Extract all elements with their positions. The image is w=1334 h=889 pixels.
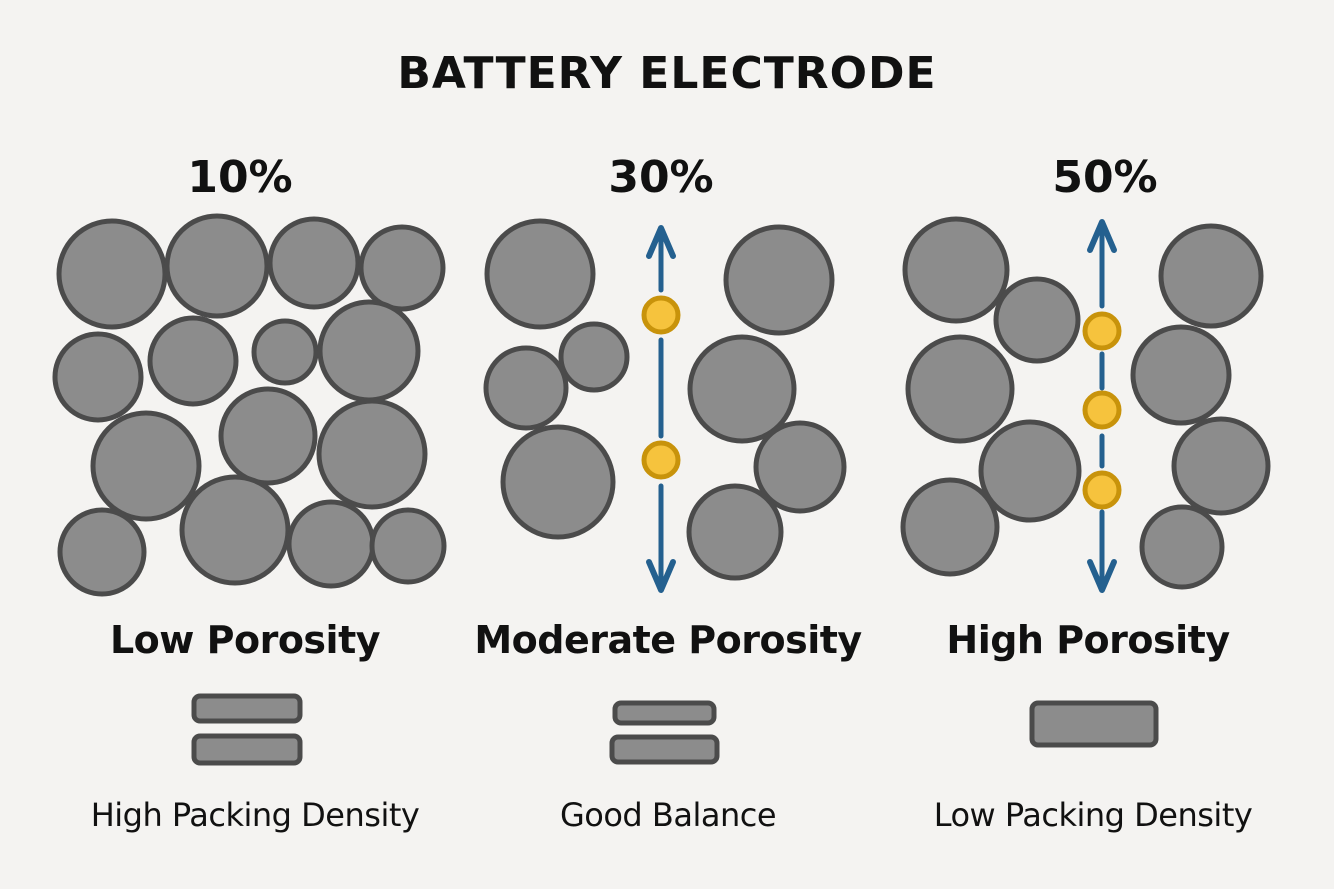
- particle-circle: [993, 276, 1081, 364]
- particle-circle: [1158, 223, 1264, 329]
- particle-circle: [500, 424, 616, 540]
- particle-circle: [267, 216, 361, 310]
- electrode-layer-bar: [191, 693, 303, 724]
- porosity-label-high: High Porosity: [946, 618, 1230, 662]
- particle-circle: [902, 216, 1010, 324]
- particle-circle: [978, 419, 1082, 523]
- particle-circle: [1171, 416, 1271, 516]
- particle-circle: [483, 345, 569, 431]
- porosity-label-moderate: Moderate Porosity: [474, 618, 862, 662]
- density-label-balance: Good Balance: [559, 796, 777, 834]
- ion-dot: [1082, 311, 1122, 351]
- packing-layer-icons: [191, 693, 1159, 766]
- porosity-value-high: 50%: [1052, 152, 1158, 203]
- particle-circle: [369, 507, 447, 585]
- particle-circle: [1130, 324, 1232, 426]
- density-label-high: High Packing Density: [90, 796, 420, 834]
- electrode-layer-bar: [612, 700, 717, 726]
- particle-circle: [753, 420, 847, 514]
- particle-circle: [56, 218, 168, 330]
- particle-circle: [358, 224, 446, 312]
- particle-circle: [218, 386, 318, 486]
- particle-circle: [57, 507, 147, 597]
- diagram-title: BATTERY ELECTRODE: [397, 48, 937, 99]
- porosity-value-low: 10%: [187, 152, 293, 203]
- electrode-layer-bar: [609, 734, 720, 765]
- ion-transport-arrow-high: [1082, 219, 1122, 593]
- ion-transport-arrow-moderate: [641, 225, 681, 593]
- particle-circle: [164, 213, 270, 319]
- particle-layer: [52, 213, 1271, 597]
- particle-circle: [286, 499, 376, 589]
- arrow-down-icon: [1087, 559, 1117, 593]
- ion-dot: [641, 295, 681, 335]
- particle-circle: [90, 410, 202, 522]
- electrode-layer-bar: [191, 733, 303, 766]
- particle-circle: [316, 398, 428, 510]
- particle-circle: [317, 299, 421, 403]
- particle-circle: [1139, 504, 1225, 590]
- porosity-value-moderate: 30%: [608, 152, 714, 203]
- density-label-low: Low Packing Density: [933, 796, 1253, 834]
- particle-circle: [900, 477, 1000, 577]
- arrow-down-icon: [646, 559, 676, 593]
- porosity-label-low: Low Porosity: [109, 618, 381, 662]
- particle-circle: [558, 321, 630, 393]
- ion-dot: [641, 440, 681, 480]
- arrow-up-icon: [646, 225, 676, 259]
- particle-circle: [686, 483, 784, 581]
- particle-circle: [905, 334, 1015, 444]
- particle-circle: [723, 224, 835, 336]
- particle-circle: [484, 218, 596, 330]
- ion-dot: [1082, 470, 1122, 510]
- particle-circle: [147, 315, 239, 407]
- particle-circle: [251, 318, 319, 386]
- particle-circle: [179, 474, 291, 586]
- particle-circle: [687, 334, 797, 444]
- arrow-up-icon: [1087, 219, 1117, 253]
- ion-dot: [1082, 390, 1122, 430]
- ion-transport-layer: [641, 219, 1122, 593]
- particle-circle: [52, 331, 144, 423]
- electrode-layer-bar: [1029, 700, 1159, 748]
